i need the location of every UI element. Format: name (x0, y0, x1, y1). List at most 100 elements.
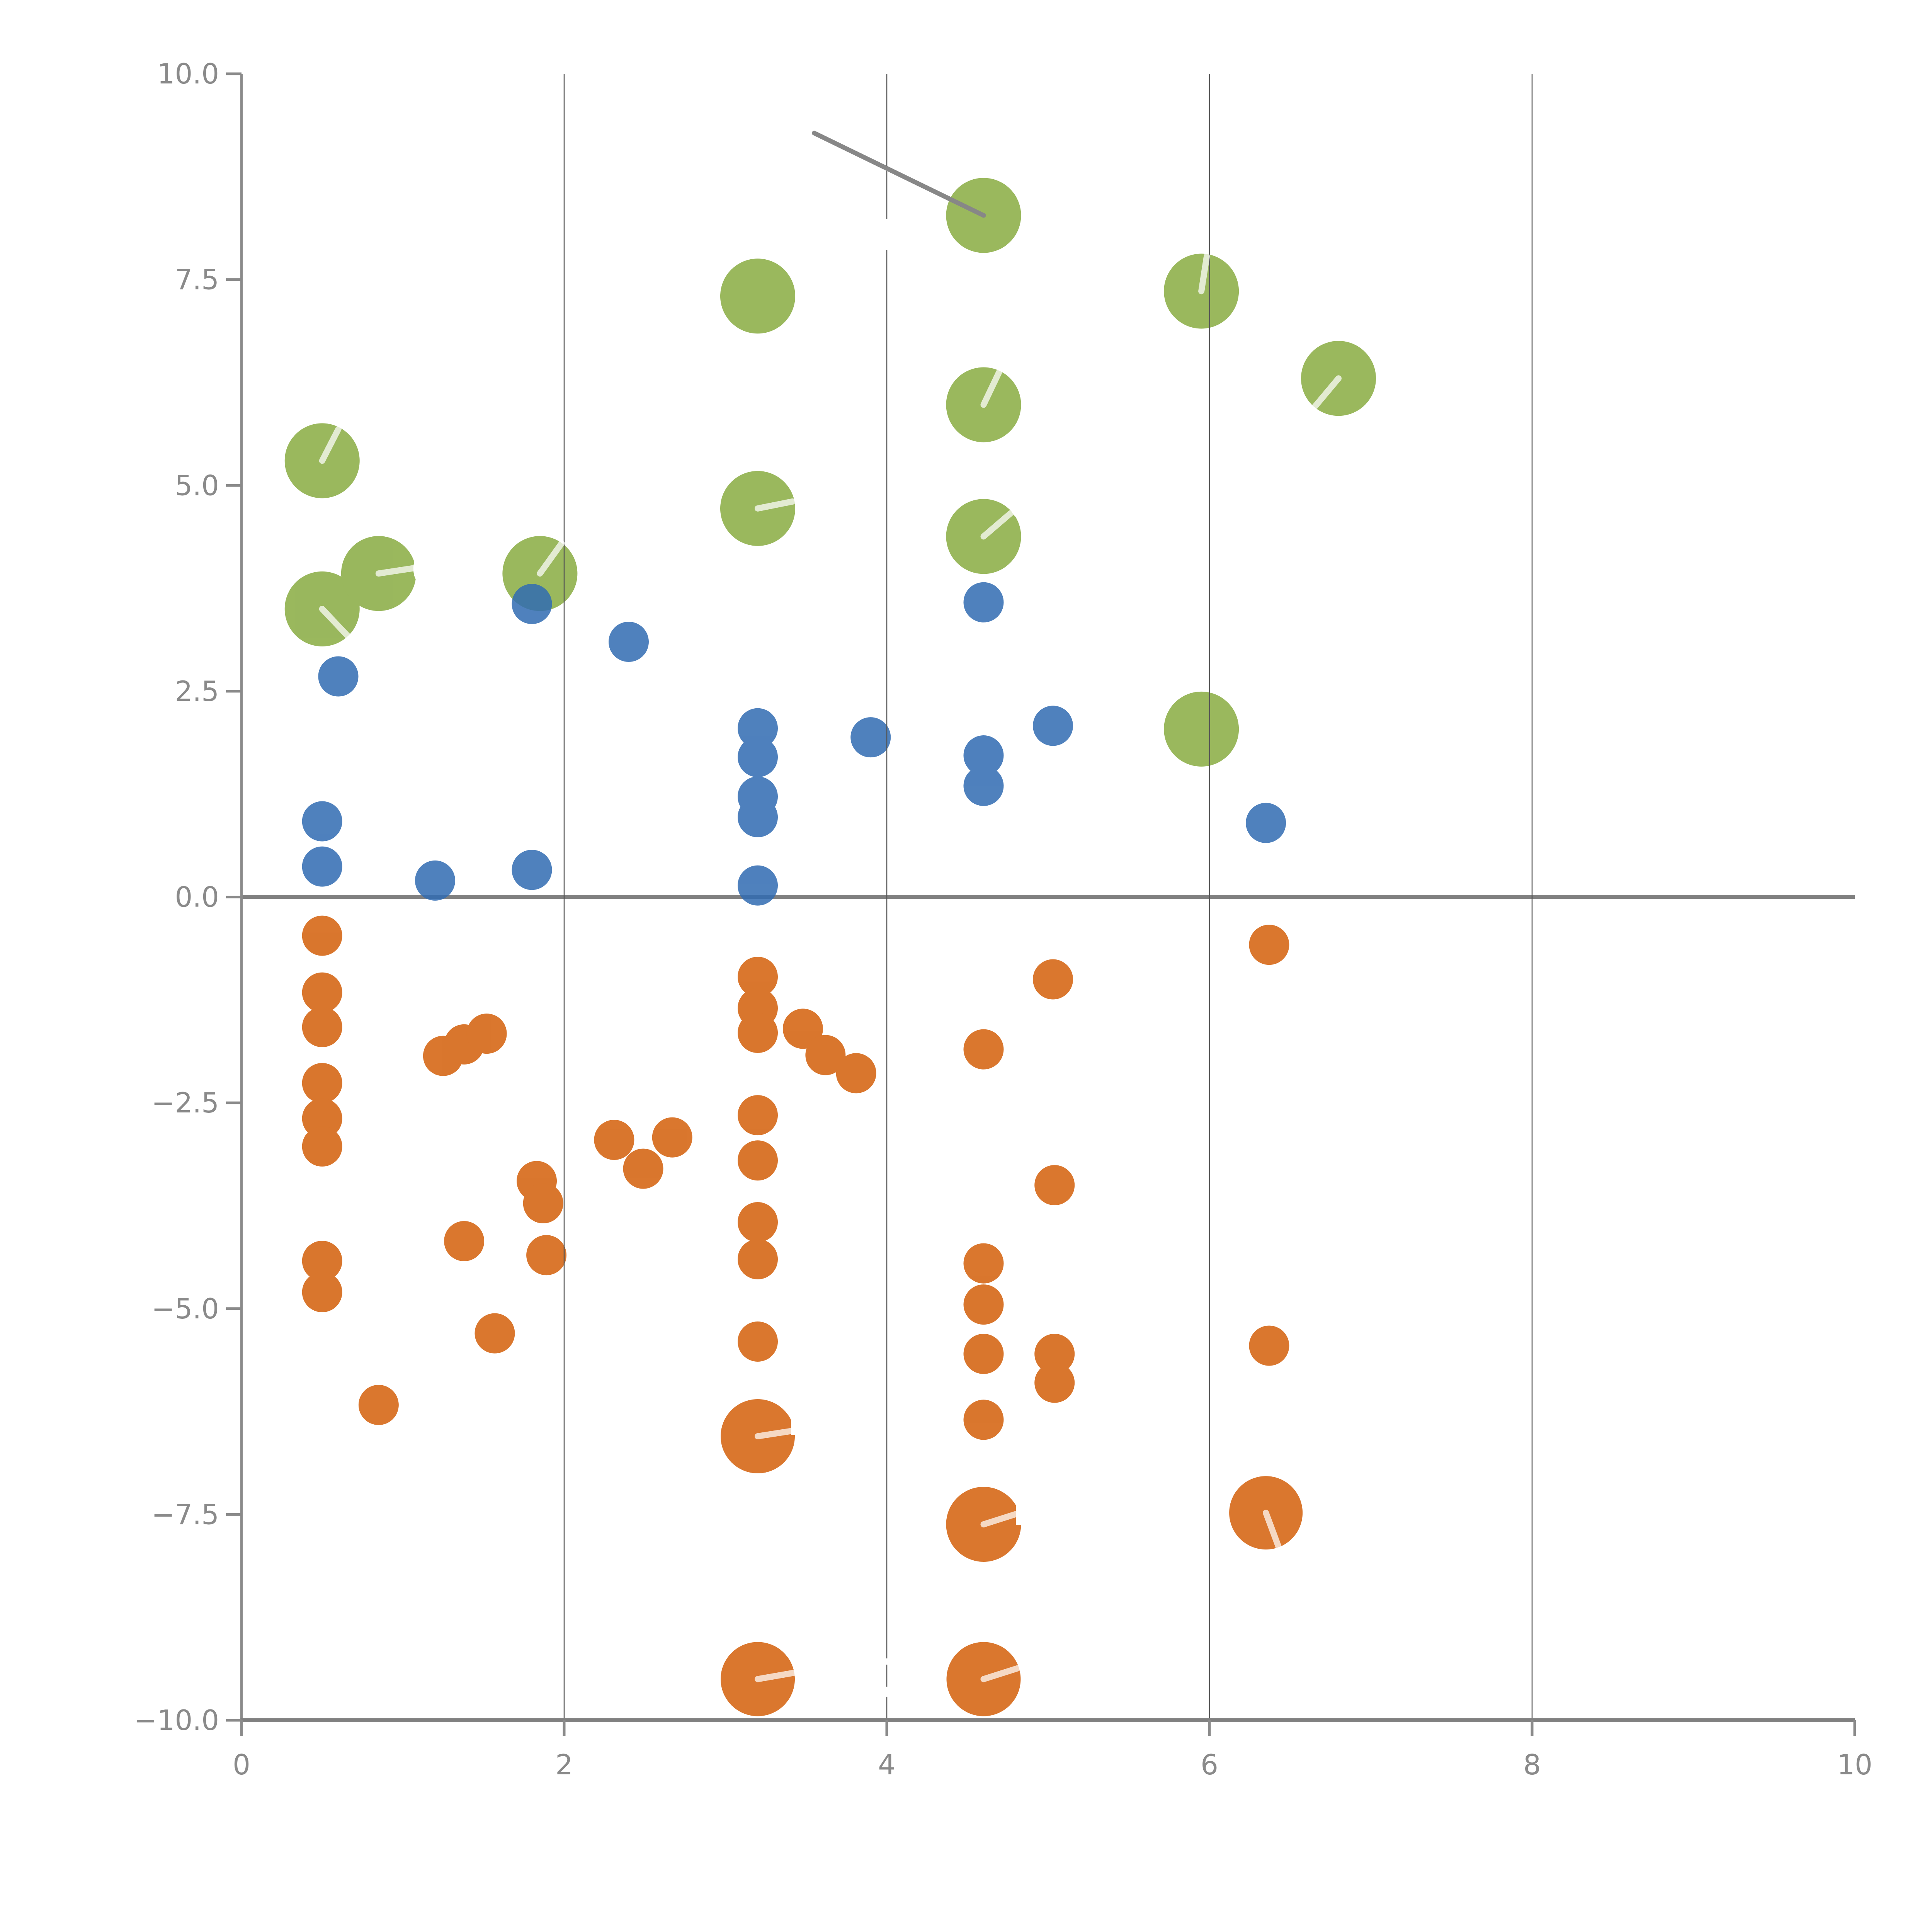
y-tick-label: 5.0 (175, 469, 219, 502)
data-point-orange (1034, 1362, 1075, 1403)
y-tick-label: −2.5 (151, 1087, 219, 1119)
data-point-orange (738, 1140, 778, 1181)
y-tick-label: −7.5 (151, 1498, 219, 1531)
data-point-orange (1249, 1325, 1289, 1366)
data-point-orange (1034, 1333, 1075, 1374)
y-tick-label: −5.0 (151, 1293, 219, 1325)
bubble-label-leader (1198, 253, 1210, 294)
data-point-orange (302, 972, 342, 1013)
data-point-orange (782, 1009, 823, 1049)
bubble-label-text: B (790, 472, 825, 531)
x-tick-label: 8 (1523, 1748, 1541, 1781)
data-point-blue (963, 765, 1004, 806)
bubble-label-leader (980, 1510, 1021, 1527)
data-point-orange (738, 1095, 778, 1136)
data-point-orange (738, 1321, 778, 1362)
hidden-white-label-mask (882, 1687, 893, 1697)
data-point-orange (444, 1221, 485, 1262)
y-tick-label: 2.5 (175, 675, 219, 707)
bubble-label-leader (1311, 375, 1342, 410)
data-point-orange (1249, 925, 1289, 965)
data-point-orange (302, 1007, 342, 1048)
data-point-orange (302, 1126, 342, 1167)
data-point-blue (512, 584, 552, 624)
data-point-blue (302, 801, 342, 842)
data-point-orange (623, 1148, 663, 1189)
series-green (284, 178, 1376, 767)
data-point-orange (302, 1063, 342, 1103)
data-point-orange (1034, 1165, 1075, 1206)
bubble-label-leader (980, 369, 1002, 408)
data-point-blue (512, 850, 552, 890)
data-point-blue (738, 737, 778, 777)
series-orange (302, 915, 1303, 1716)
hidden-white-label-mask (882, 1658, 893, 1665)
data-point-blue (318, 656, 359, 697)
data-point-blue (1033, 706, 1073, 746)
data-point-orange (963, 1284, 1004, 1325)
y-tick-label: 10.0 (157, 58, 219, 90)
y-tick-label: 7.5 (175, 264, 219, 296)
data-point-blue (609, 622, 649, 662)
bubble-label-leader (980, 1665, 1021, 1682)
hidden-white-label-mask (880, 219, 894, 250)
bubble-label-leader (319, 605, 352, 640)
data-point-orange (738, 1239, 778, 1279)
data-point-blue (738, 708, 778, 748)
data-point-orange (302, 915, 342, 956)
data-point-blue (738, 797, 778, 837)
bubble-label-leader (375, 565, 417, 577)
bubble-label-leader (755, 1670, 796, 1682)
data-point-orange (738, 1013, 778, 1053)
data-point-orange (302, 1272, 342, 1313)
data-point-orange (652, 1117, 692, 1158)
bubble-label-text: 1 (791, 1633, 823, 1691)
data-point-blue (963, 582, 1004, 622)
data-point-orange (302, 1098, 342, 1139)
data-point-orange (358, 1385, 399, 1425)
bubble-label-leader (1263, 1510, 1284, 1556)
data-point-orange (738, 957, 778, 997)
data-point-orange (594, 1119, 634, 1160)
x-tick-label: 10 (1837, 1748, 1872, 1781)
series-blue (302, 582, 1286, 906)
gridlines-layer (563, 74, 1533, 1720)
data-point-orange (963, 1243, 1004, 1284)
data-point-blue (850, 717, 891, 758)
data-point-blue (738, 865, 778, 906)
bubble-label-text: C (1017, 1634, 1052, 1693)
point-labels-layer: C B C N H 1 C (319, 253, 1342, 1693)
bubble-label-text: C (1007, 473, 1042, 532)
annotation-layer (812, 131, 986, 218)
bubble-label-leader (755, 498, 796, 512)
data-point-orange (466, 1014, 507, 1054)
data-points-layer (284, 178, 1376, 1716)
data-point-green (720, 259, 795, 334)
data-point-blue (1246, 803, 1286, 843)
bubble-label-text: C (410, 540, 446, 599)
data-point-orange (836, 1053, 876, 1094)
data-point-orange (738, 1202, 778, 1243)
data-point-blue (415, 860, 455, 901)
data-point-orange (963, 1029, 1004, 1070)
y-tick-label: −10.0 (134, 1704, 219, 1736)
bubble-label-leader (980, 510, 1014, 540)
bubble-label-text: H (1011, 1478, 1049, 1537)
x-tick-label: 6 (1201, 1748, 1218, 1781)
x-tick-label: 2 (555, 1748, 573, 1781)
annotation-leader-line (812, 131, 986, 218)
bubble-label-text: N (786, 1388, 823, 1447)
axes-layer: 10.0 7.5 5.0 2.5 0.0 −2.5 −5.0 −7.5 −10.0 0 2 4 6 8 10 (134, 58, 1872, 1781)
bubble-label-leader (319, 426, 342, 464)
data-point-orange (302, 1241, 342, 1281)
bubble-label-leader (537, 540, 565, 577)
data-point-orange (526, 1235, 567, 1276)
data-point-orange (805, 1035, 846, 1075)
x-tick-label: 0 (233, 1748, 250, 1781)
data-point-orange (963, 1333, 1004, 1374)
data-point-orange (523, 1183, 563, 1224)
data-point-orange (1033, 959, 1073, 1000)
grid-gap-masks-layer (880, 219, 894, 1697)
